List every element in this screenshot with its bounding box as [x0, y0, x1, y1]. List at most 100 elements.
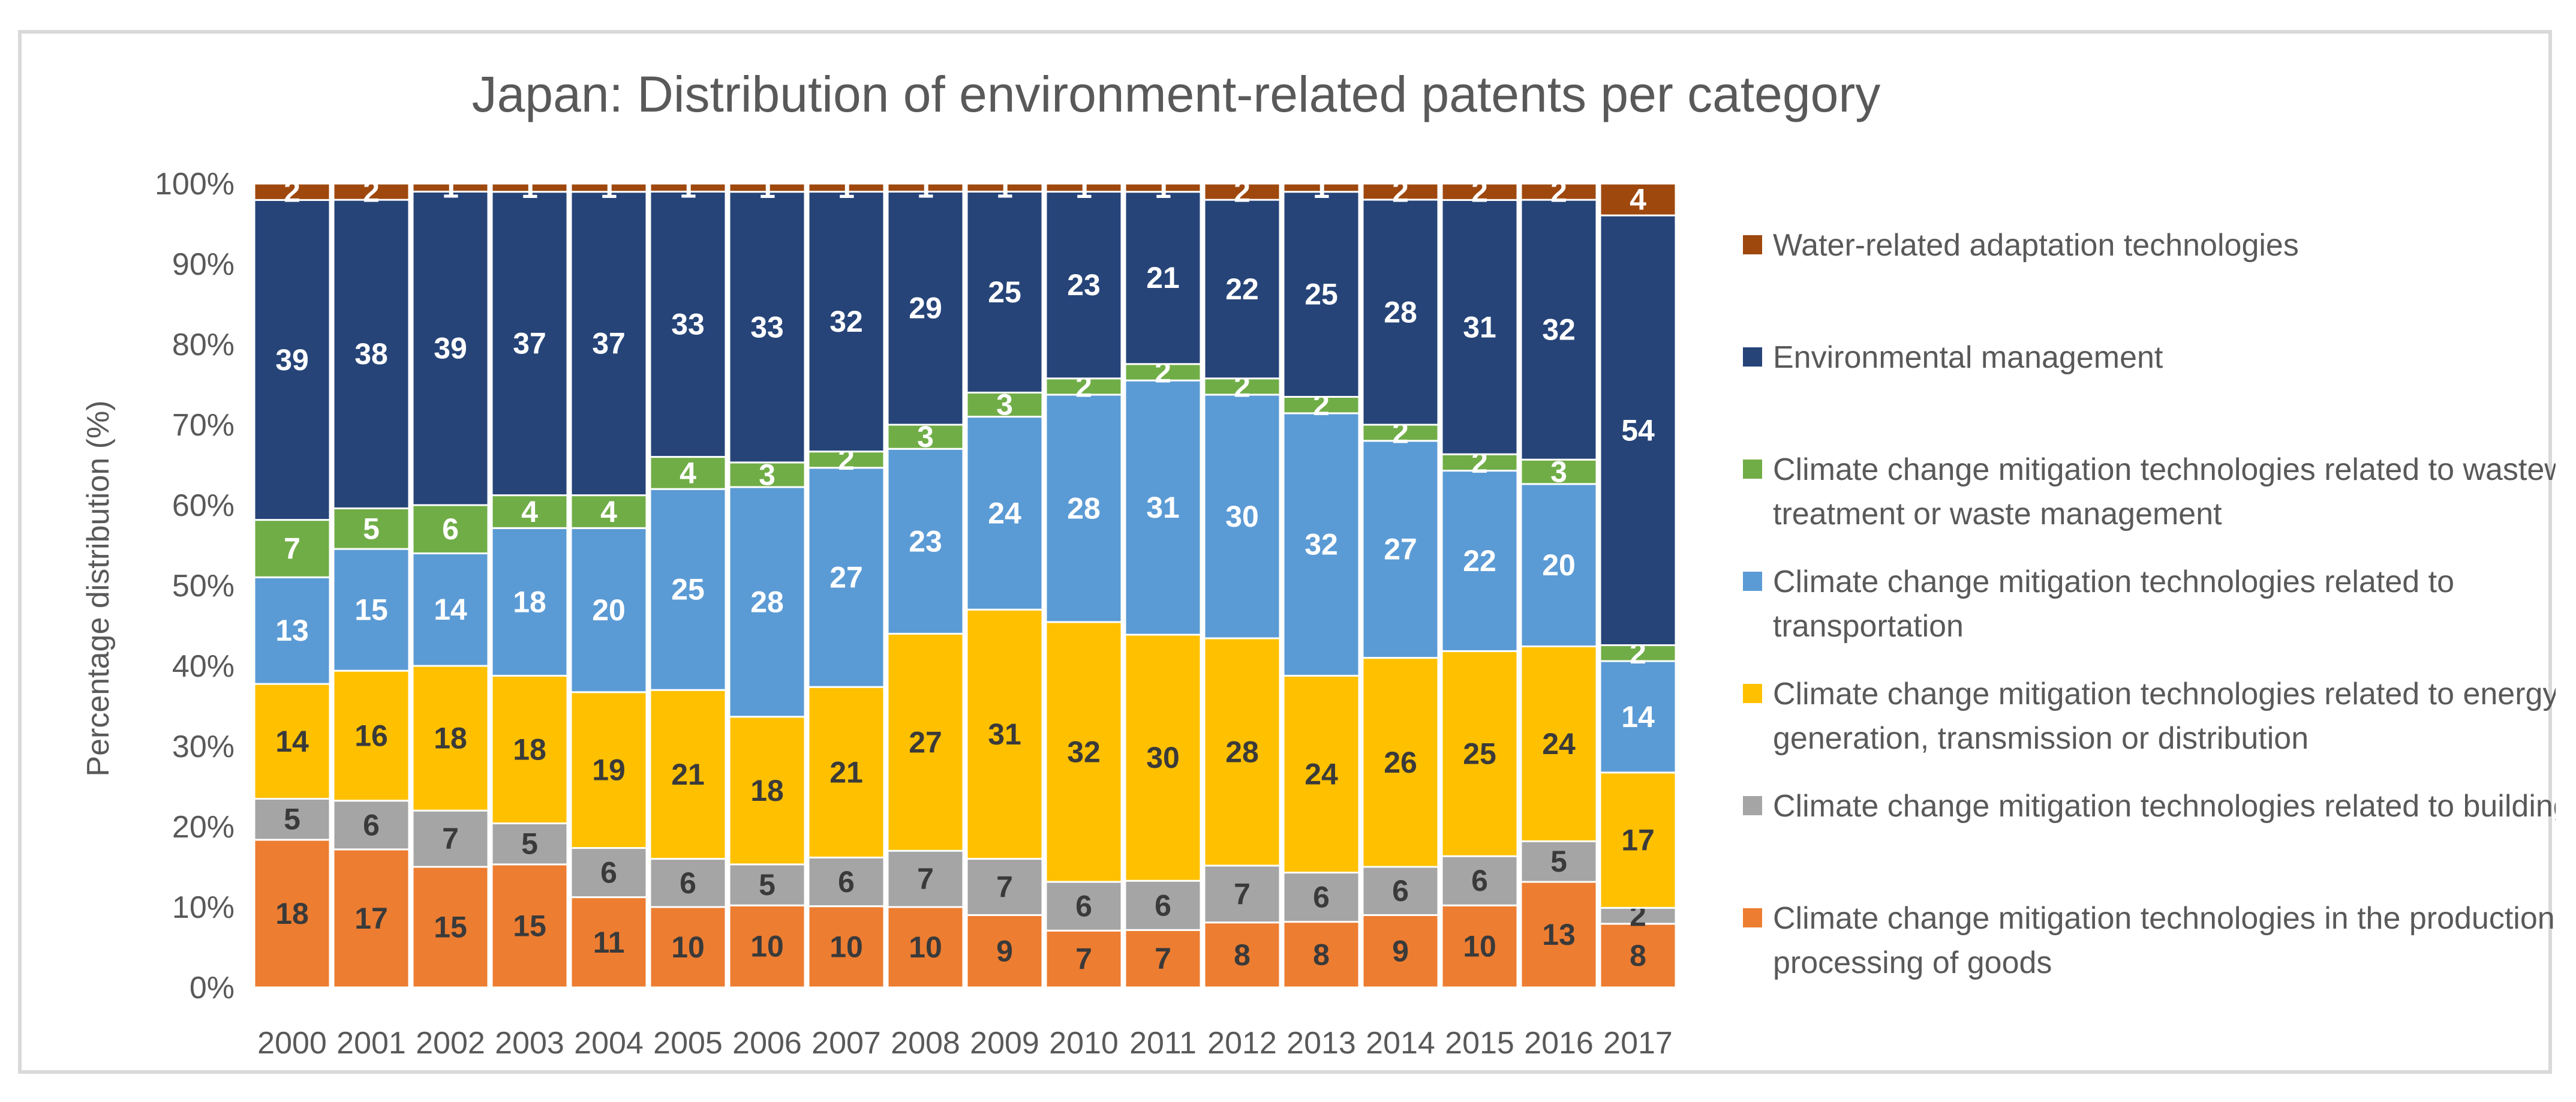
- data-label: 18: [434, 722, 467, 755]
- data-label: 6: [1471, 864, 1488, 897]
- data-label: 6: [1313, 881, 1330, 914]
- data-label: 25: [988, 275, 1021, 309]
- bar-segment: [1520, 881, 1598, 989]
- data-label: 10: [909, 930, 942, 964]
- data-label: 16: [354, 719, 388, 752]
- data-label: 1: [759, 171, 775, 205]
- bar-segment: [411, 182, 489, 193]
- data-label: 4: [1630, 183, 1646, 217]
- x-tick-label: 2002: [416, 1026, 485, 1061]
- bar-segment: [1045, 182, 1123, 193]
- bar-segment: [1045, 621, 1123, 883]
- bar-segment: [886, 448, 964, 635]
- bars: 1851413739217616155382157181463911551818…: [253, 171, 1677, 989]
- bar-segment: [649, 190, 727, 458]
- bar-segment: [728, 716, 806, 866]
- bar-segment: [491, 191, 569, 497]
- x-tick-label: 2016: [1524, 1026, 1594, 1061]
- bar-segment: [807, 686, 885, 858]
- data-label: 15: [434, 911, 467, 944]
- data-label: 22: [1463, 544, 1496, 578]
- x-tick-label: 2011: [1129, 1026, 1197, 1061]
- legend-swatch: [1743, 908, 1762, 927]
- data-label: 1: [680, 171, 696, 205]
- x-tick-label: 2015: [1445, 1026, 1514, 1061]
- bar-segment: [332, 669, 410, 802]
- bar-segment: [1441, 453, 1519, 472]
- bar-segment: [253, 519, 331, 578]
- bar-segment: [1203, 377, 1281, 396]
- bar-segment: [1441, 182, 1519, 201]
- bar-segment: [728, 486, 806, 718]
- bar-segment: [411, 665, 489, 812]
- data-label: 28: [1225, 735, 1259, 768]
- bar-segment: [1361, 657, 1439, 868]
- data-label: 30: [1225, 500, 1259, 533]
- bar-segment: [491, 527, 569, 677]
- data-label: 2: [363, 175, 380, 209]
- bar-segment: [649, 182, 727, 193]
- data-label: 2: [284, 175, 300, 209]
- legend-swatch: [1743, 460, 1762, 479]
- bar-segment: [570, 527, 648, 693]
- bar-segment: [332, 848, 410, 989]
- bar-segment: [1203, 394, 1281, 639]
- bar-segment: [332, 507, 410, 550]
- bar-segment: [332, 800, 410, 851]
- legend-label: Climate change mitigation technologies r…: [1773, 789, 2556, 824]
- data-label: 1: [917, 171, 934, 205]
- data-label: 6: [1075, 890, 1092, 923]
- chart-frame: Japan: Distribution of environment-relat…: [18, 30, 2556, 1074]
- bar-segment: [1599, 660, 1677, 774]
- bar-segment: [253, 182, 331, 201]
- data-label: 8: [1313, 938, 1330, 971]
- x-tick-label: 2006: [732, 1026, 802, 1061]
- legend-label: Climate change mitigation technologies r…: [1773, 452, 2556, 532]
- bar-segment: [570, 494, 648, 529]
- data-label: 17: [1621, 824, 1655, 857]
- data-label: 28: [1384, 295, 1417, 329]
- data-label: 3: [1550, 455, 1567, 489]
- x-tick-label: 2013: [1287, 1026, 1356, 1061]
- data-label: 5: [759, 868, 775, 902]
- chart-title: Japan: Distribution of environment-relat…: [472, 66, 1881, 122]
- data-label: 3: [759, 458, 775, 491]
- bar-segment: [1282, 921, 1360, 989]
- bar-segment: [1124, 182, 1202, 193]
- x-tick-label: 2017: [1603, 1026, 1673, 1061]
- bar-segment: [491, 822, 569, 866]
- data-label: 4: [680, 456, 696, 490]
- data-label: 1: [521, 171, 538, 205]
- legend-label: Climate change mitigation technologies r…: [1773, 677, 2556, 756]
- data-label: 17: [354, 902, 388, 935]
- data-label: 37: [592, 327, 626, 361]
- data-label: 21: [671, 758, 705, 791]
- data-label: 15: [513, 909, 546, 942]
- x-tick-label: 2007: [811, 1026, 881, 1061]
- bar-segment: [1282, 182, 1360, 193]
- bar-segment: [411, 866, 489, 989]
- x-tick-label: 2000: [257, 1026, 327, 1061]
- data-label: 6: [1155, 888, 1171, 922]
- data-label: 27: [829, 560, 863, 594]
- y-tick-label: 20%: [172, 810, 235, 845]
- x-tick-label: 2004: [574, 1026, 644, 1061]
- data-label: 22: [1225, 272, 1259, 306]
- data-label: 33: [750, 310, 784, 344]
- bar-segment: [1599, 644, 1677, 662]
- data-label: 6: [600, 856, 617, 890]
- bar-segment: [966, 914, 1044, 989]
- data-label: 32: [829, 305, 863, 338]
- bar-segment: [411, 809, 489, 868]
- bar-segment: [886, 849, 964, 908]
- x-tick-label: 2009: [970, 1026, 1039, 1061]
- y-tick-label: 80%: [172, 328, 235, 362]
- bar-segment: [253, 199, 331, 521]
- bar-segment: [649, 456, 727, 490]
- y-axis-title: Percentage distribution (%): [81, 400, 116, 776]
- bar-segment: [1361, 424, 1439, 442]
- bar-segment: [253, 839, 331, 989]
- y-tick-label: 40%: [172, 649, 235, 684]
- bar-segment: [1282, 412, 1360, 677]
- data-label: 6: [442, 512, 459, 546]
